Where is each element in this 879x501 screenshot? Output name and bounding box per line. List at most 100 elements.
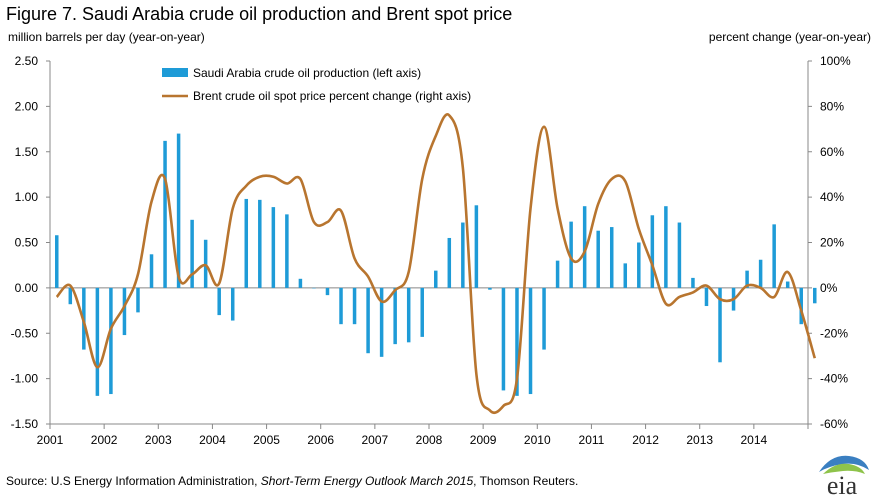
legend-label-production: Saudi Arabia crude oil production (left …	[193, 66, 421, 80]
production-bar	[176, 133, 181, 288]
production-bar	[555, 260, 560, 288]
right-axis-tick-label: -40%	[820, 372, 848, 386]
source-suffix: , Thomson Reuters.	[473, 474, 579, 488]
production-bar	[745, 270, 749, 288]
production-bar	[271, 207, 276, 288]
left-axis-unit-label: million barrels per day (year-on-year)	[8, 30, 205, 44]
production-bar	[366, 287, 370, 354]
left-axis-tick-label: 2.50	[15, 54, 39, 68]
x-axis-tick-label: 2012	[632, 433, 659, 447]
x-axis-tick-label: 2013	[686, 433, 713, 447]
axes-layer: 2.50 2.00 1.50 1.00 0.50 0.00 -0.50 -1.00 -1.50 1…	[11, 54, 851, 447]
production-bar	[122, 287, 127, 336]
left-axis-tick-label: 1.00	[15, 190, 39, 204]
production-bar	[474, 205, 479, 288]
production-bar	[515, 287, 519, 396]
production-bar	[664, 206, 668, 288]
production-bar	[813, 287, 817, 304]
right-axis-tick-label: -20%	[820, 326, 848, 340]
production-bar	[244, 198, 249, 288]
production-bar	[704, 287, 709, 307]
x-axis-tick-label: 2001	[37, 433, 64, 447]
production-bar	[718, 287, 722, 363]
production-bar	[569, 221, 573, 288]
production-bar	[542, 287, 546, 350]
right-axis-unit-label: percent change (year-on-year)	[708, 30, 871, 44]
right-axis-tick-label: 80%	[820, 99, 844, 113]
left-axis-tick-label: -0.50	[11, 326, 39, 340]
legend: Saudi Arabia crude oil production (left …	[162, 66, 471, 103]
x-axis-tick-label: 2014	[741, 433, 768, 447]
production-bar	[609, 227, 614, 288]
chart-title: Figure 7. Saudi Arabia crude oil product…	[6, 4, 513, 24]
line-layer	[55, 113, 817, 414]
right-axis-tick-label: 20%	[820, 236, 844, 250]
production-bar	[68, 287, 73, 305]
production-bar	[285, 214, 289, 288]
right-axis-tick-label: -60%	[820, 417, 848, 431]
legend-swatch-production	[162, 68, 188, 77]
x-axis-tick-label: 2006	[307, 433, 334, 447]
production-bar	[136, 287, 140, 313]
right-axis-tick-label: 40%	[820, 190, 844, 204]
production-bar	[677, 222, 682, 288]
production-bar	[461, 222, 465, 288]
legend-label-brent: Brent crude oil spot price percent chang…	[193, 89, 471, 103]
bars-layer	[55, 133, 817, 396]
source-note: Source: U.S Energy Information Administr…	[6, 474, 578, 488]
left-axis-tick-label: 0.00	[15, 281, 39, 295]
production-bar	[217, 287, 221, 316]
right-axis-tick-label: 100%	[820, 54, 851, 68]
x-axis-tick-label: 2005	[253, 433, 280, 447]
production-bar	[95, 287, 100, 396]
production-bar	[501, 287, 506, 391]
production-bar	[55, 235, 59, 288]
x-axis-tick-label: 2010	[524, 433, 551, 447]
production-bar	[420, 287, 424, 337]
production-bar	[393, 287, 397, 345]
production-bar	[785, 281, 790, 288]
source-prefix: Source: U.S Energy Information Administr…	[6, 474, 261, 488]
left-axis-tick-label: 2.00	[15, 99, 39, 113]
x-axis-tick-label: 2004	[199, 433, 226, 447]
right-axis-tick-label: 0%	[820, 281, 838, 295]
production-bar	[528, 287, 533, 395]
left-axis-tick-label: 1.50	[15, 145, 39, 159]
right-axis-tick-label: 60%	[820, 145, 844, 159]
production-bar	[623, 263, 628, 288]
production-bar	[190, 219, 194, 288]
brent-price-line	[55, 113, 817, 414]
production-bar	[312, 287, 316, 289]
production-bar	[203, 239, 208, 288]
production-bar	[163, 140, 167, 288]
x-axis-tick-label: 2011	[579, 433, 605, 447]
production-bar	[325, 287, 330, 296]
production-bar	[758, 259, 763, 288]
production-bar	[230, 287, 235, 321]
production-bar	[447, 237, 452, 288]
production-bar	[488, 287, 492, 290]
production-bar	[339, 287, 343, 325]
source-publication: Short-Term Energy Outlook March 2015	[260, 474, 474, 488]
left-axis-tick-label: -1.00	[11, 372, 39, 386]
left-axis-tick-label: -1.50	[11, 417, 39, 431]
production-bar	[582, 206, 587, 288]
production-bar	[596, 230, 600, 288]
production-bar	[406, 287, 411, 343]
production-bar	[298, 278, 303, 288]
production-bar	[434, 270, 438, 288]
x-axis-tick-label: 2008	[416, 433, 443, 447]
x-axis-tick-label: 2003	[145, 433, 172, 447]
x-axis-tick-label: 2007	[362, 433, 389, 447]
production-bar	[352, 287, 357, 325]
x-axis-tick-label: 2009	[470, 433, 497, 447]
eia-logo-icon: eia	[819, 455, 869, 496]
svg-text:eia: eia	[827, 471, 858, 496]
production-bar	[637, 242, 641, 288]
production-bar	[379, 287, 384, 357]
production-bar	[650, 215, 655, 288]
production-bar	[772, 224, 776, 288]
production-bar	[149, 254, 154, 288]
production-bar	[258, 199, 262, 288]
